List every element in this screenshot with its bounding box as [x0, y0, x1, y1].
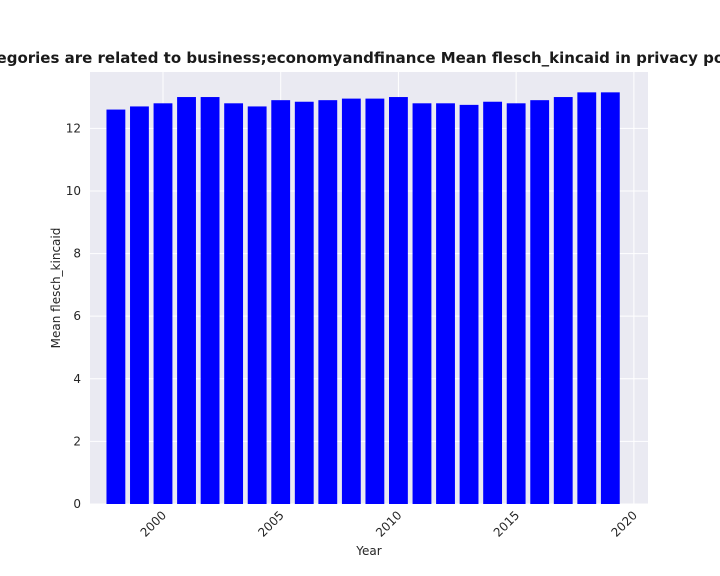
x-tick-label: 2005: [255, 508, 286, 539]
bar-2005: [271, 100, 291, 504]
bar-2019: [600, 92, 620, 504]
bar-2004: [247, 106, 267, 504]
bar-2009: [365, 98, 385, 504]
y-tick-label: 4: [73, 372, 81, 386]
x-tick-label: 2020: [608, 508, 639, 539]
y-tick-label: 2: [73, 434, 81, 448]
bar-2002: [200, 97, 220, 504]
bar-2016: [530, 100, 550, 504]
y-tick-label: 10: [66, 184, 81, 198]
x-axis-label: Year: [355, 544, 381, 558]
y-tick-label: 12: [66, 121, 81, 135]
bar-2012: [436, 103, 455, 504]
bar-2018: [577, 92, 597, 504]
y-tick-label: 8: [73, 247, 81, 261]
bar-2013: [459, 104, 479, 504]
y-tick-label: 6: [73, 309, 81, 323]
bar-2014: [483, 101, 503, 504]
bar-2010: [389, 97, 408, 504]
x-tick-label: 2000: [138, 508, 169, 539]
x-tick-label: 2015: [491, 508, 522, 539]
x-tick-label: 2010: [373, 508, 404, 539]
bar-2015: [506, 103, 526, 504]
bar-2000: [153, 103, 173, 504]
bar-2017: [553, 97, 573, 504]
bar-2006: [294, 101, 314, 504]
bars: [106, 92, 620, 504]
chart-title: categories are related to business;econo…: [0, 49, 720, 67]
bar-2001: [177, 97, 196, 504]
bar-2011: [412, 103, 432, 504]
y-tick-label: 0: [73, 497, 81, 511]
bar-1999: [130, 106, 149, 504]
y-axis-label: Mean flesch_kincaid: [49, 228, 63, 349]
bar-1998: [106, 109, 126, 504]
bar-2008: [341, 98, 361, 504]
bar-2003: [224, 103, 244, 504]
bar-2007: [318, 100, 338, 504]
